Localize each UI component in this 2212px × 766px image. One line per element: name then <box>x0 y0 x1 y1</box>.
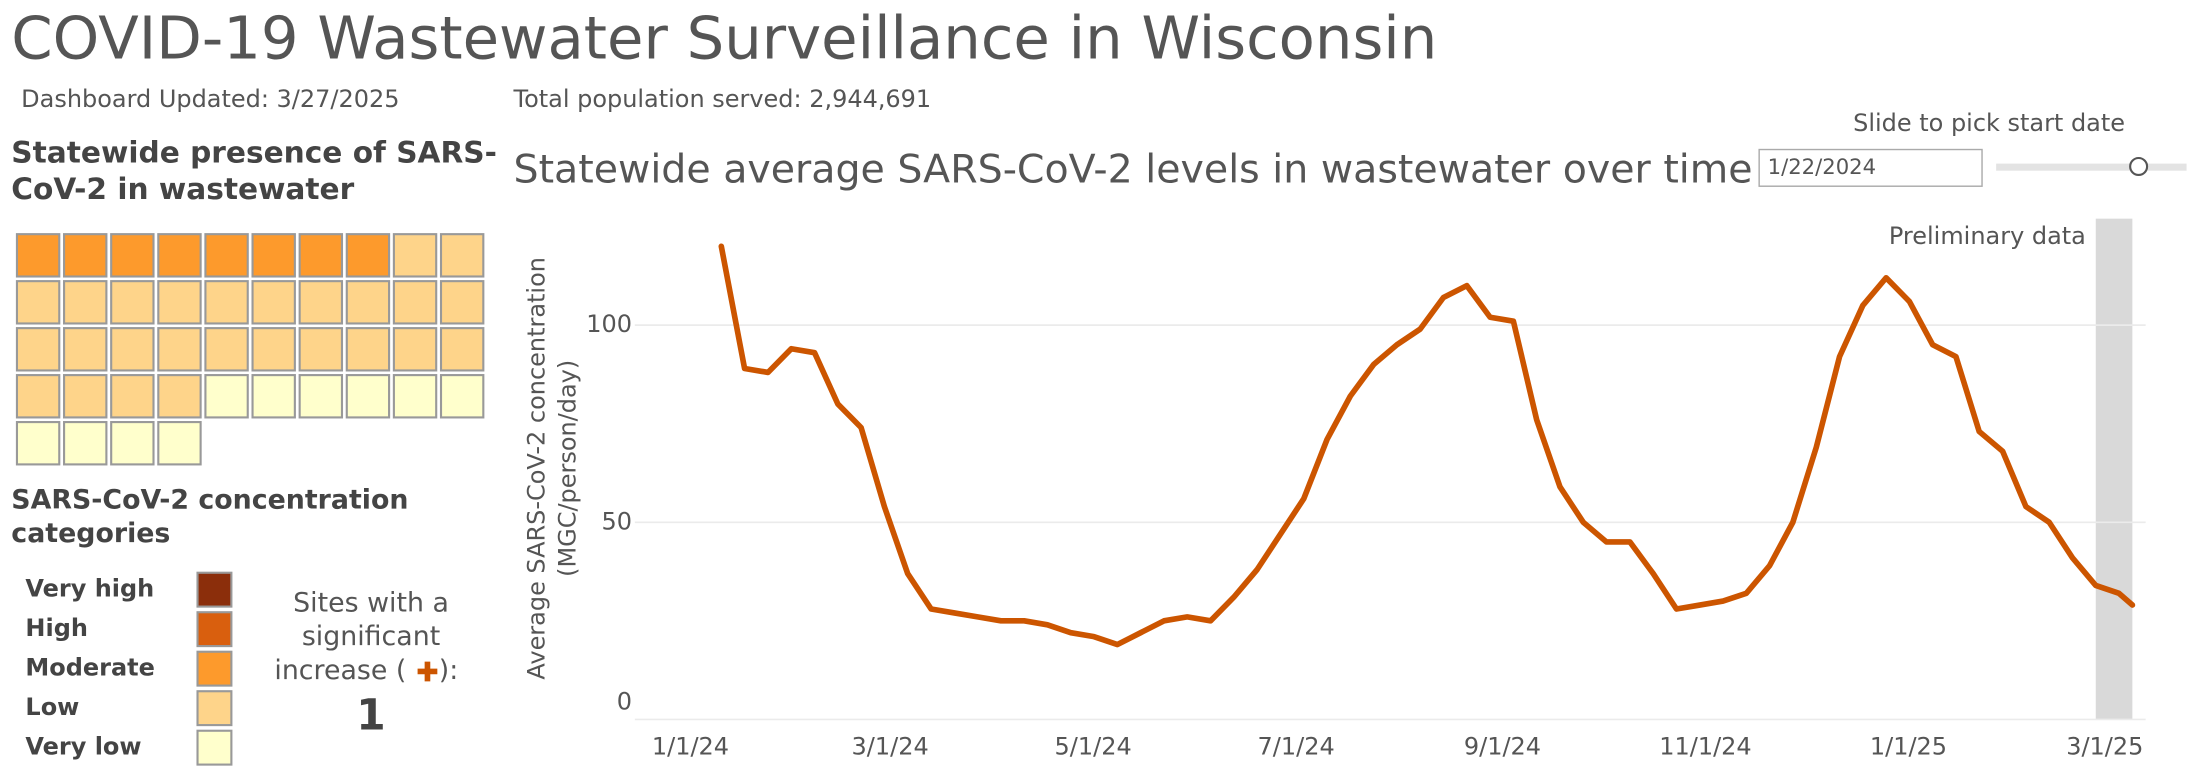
legend-swatch <box>196 690 233 727</box>
site-square <box>298 233 344 278</box>
site-square <box>15 374 61 419</box>
site-square <box>157 421 202 466</box>
x-tick-label: 9/1/24 <box>1464 733 1541 761</box>
preliminary-band <box>2095 218 2133 720</box>
increase-label: Sites with a <box>293 587 449 618</box>
site-square <box>298 374 344 419</box>
presence-title: Statewide presence of SARS- <box>11 135 497 169</box>
y-tick-label: 100 <box>586 310 632 338</box>
site-square <box>251 327 296 372</box>
site-square <box>439 280 485 325</box>
site-square <box>110 327 155 372</box>
increase-label: increase ( <box>274 655 406 686</box>
trend-line <box>718 243 2136 648</box>
site-square <box>157 374 202 419</box>
y-tick-label: 50 <box>602 507 633 535</box>
increase-suffix: ): <box>439 655 458 686</box>
y-axis-label: Average SARS-CoV-2 concentration <box>522 257 550 680</box>
legend-swatch <box>196 729 233 766</box>
site-square <box>345 374 391 419</box>
updated: Dashboard Updated: 3/27/2025 <box>21 85 399 113</box>
site-square <box>392 233 438 278</box>
site-square <box>251 233 296 278</box>
site-square <box>204 233 249 278</box>
legend-title: categories <box>11 518 170 549</box>
site-square <box>63 233 108 278</box>
y-tick-label: 0 <box>617 688 632 716</box>
x-tick-label: 5/1/24 <box>1055 733 1132 761</box>
site-square <box>157 280 202 325</box>
page-title: COVID-19 Wastewater Surveillance in Wisc… <box>11 3 1437 72</box>
x-tick-label: 3/1/24 <box>852 733 929 761</box>
site-square <box>63 421 108 466</box>
site-square <box>15 280 61 325</box>
site-square <box>392 374 438 419</box>
legend-label: Very high <box>25 575 154 603</box>
y-axis-label: (MGC/person/day) <box>554 360 582 577</box>
site-square <box>345 233 391 278</box>
site-square <box>63 327 108 372</box>
site-square <box>298 327 344 372</box>
site-square <box>15 327 61 372</box>
date-input[interactable] <box>1758 148 1983 187</box>
x-tick-label: 3/1/25 <box>2066 733 2143 761</box>
preliminary-label: Preliminary data <box>1889 222 2086 250</box>
x-tick-label: 1/1/24 <box>652 733 729 761</box>
slider-knob[interactable] <box>2129 156 2149 176</box>
site-square <box>15 421 61 466</box>
slider-label: Slide to pick start date <box>1853 109 2125 137</box>
site-square <box>15 233 61 278</box>
site-square <box>204 327 249 372</box>
site-square <box>439 374 485 419</box>
site-square <box>110 374 155 419</box>
increase-count: 1 <box>356 691 385 740</box>
site-square <box>345 327 391 372</box>
legend-swatch <box>196 611 233 648</box>
x-tick-label: 11/1/24 <box>1659 733 1751 761</box>
site-square <box>298 280 344 325</box>
population: Total population served: 2,944,691 <box>513 85 932 113</box>
x-tick-label: 1/1/25 <box>1870 733 1947 761</box>
site-square <box>204 280 249 325</box>
site-square <box>110 233 155 278</box>
site-square <box>392 280 438 325</box>
site-square <box>110 280 155 325</box>
chart-title: Statewide average SARS-CoV-2 levels in w… <box>514 147 1753 193</box>
site-square <box>439 327 485 372</box>
increase-label: significant <box>302 621 440 652</box>
site-square <box>439 233 485 278</box>
legend-label: Very low <box>25 733 141 761</box>
plus-icon <box>417 661 438 682</box>
site-square <box>63 374 108 419</box>
site-square <box>157 233 202 278</box>
site-square <box>110 421 155 466</box>
legend-label: Moderate <box>25 654 154 682</box>
site-square <box>251 374 296 419</box>
legend-swatch <box>196 571 233 608</box>
legend-label: Low <box>25 693 79 721</box>
presence-title: CoV-2 in wastewater <box>11 172 354 206</box>
site-square <box>204 374 249 419</box>
legend-title: SARS-CoV-2 concentration <box>11 484 408 515</box>
site-square <box>157 327 202 372</box>
site-square <box>392 327 438 372</box>
date-value[interactable]: 1/22/2024 <box>1768 154 1876 179</box>
x-tick-label: 7/1/24 <box>1258 733 1335 761</box>
site-square <box>345 280 391 325</box>
slider-track[interactable] <box>1996 163 2187 171</box>
legend-label: High <box>25 614 88 642</box>
legend-swatch <box>196 650 233 687</box>
site-square <box>63 280 108 325</box>
site-square <box>251 280 296 325</box>
